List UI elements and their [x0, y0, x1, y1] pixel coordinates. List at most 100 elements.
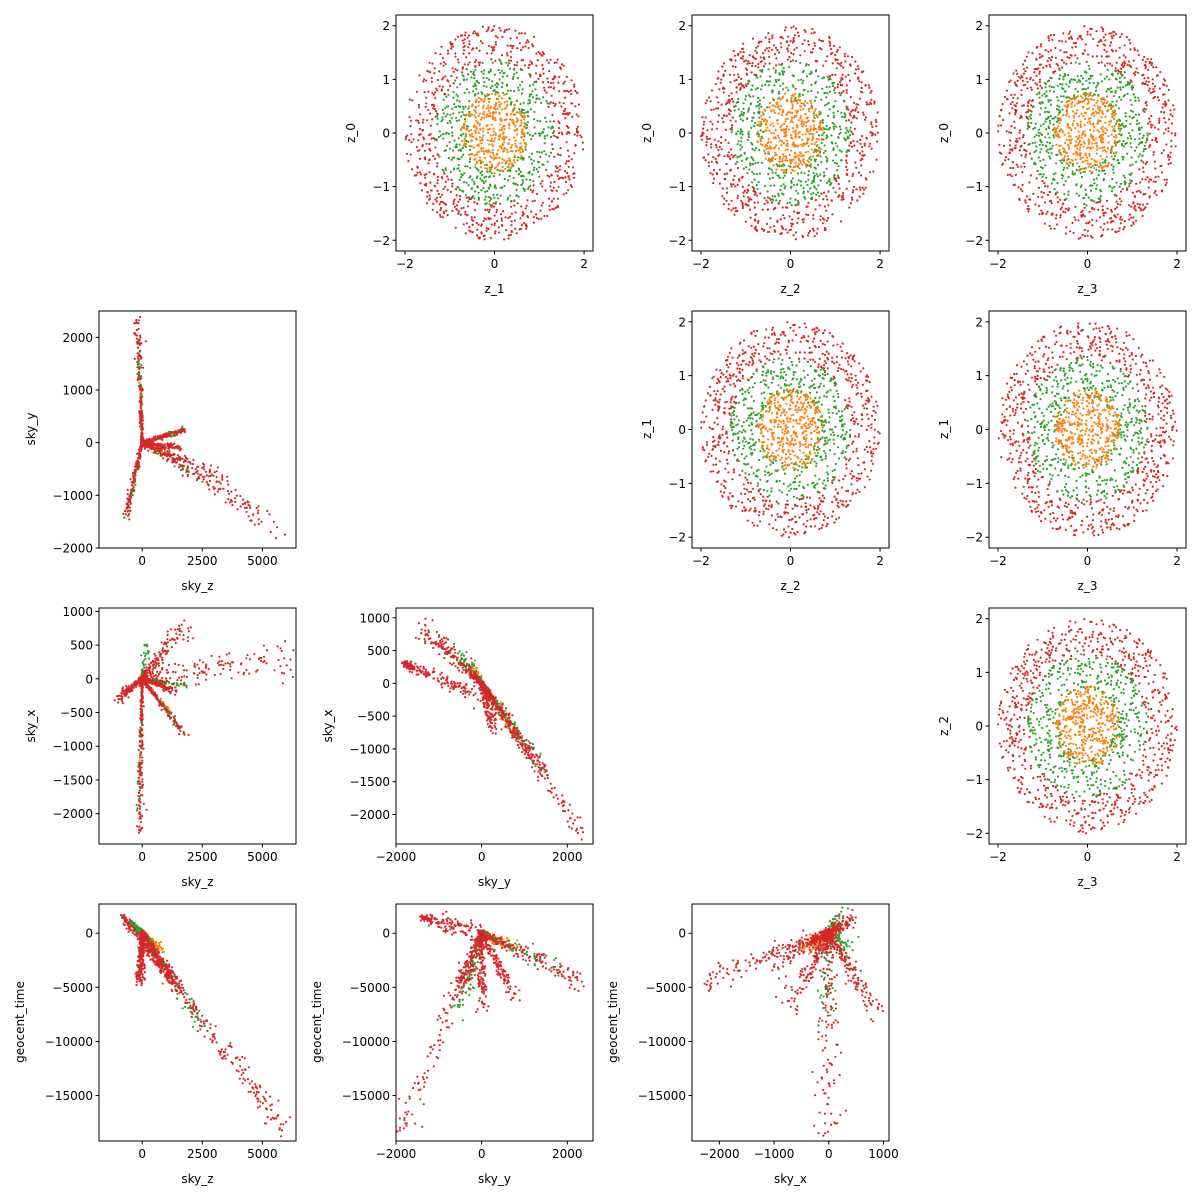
scatter-point — [1164, 121, 1167, 124]
scatter-point — [473, 82, 476, 85]
scatter-point — [505, 61, 508, 64]
scatter-point — [753, 124, 756, 128]
scatter-point — [1052, 90, 1055, 93]
scatter-point — [431, 92, 434, 95]
scatter-point — [753, 201, 756, 204]
scatter-point — [807, 213, 810, 217]
scatter-point — [862, 192, 865, 195]
scatter-point — [1076, 124, 1079, 127]
scatter-point — [1146, 202, 1149, 206]
scatter-point — [762, 96, 765, 99]
scatter-point — [1117, 159, 1120, 162]
scatter-point — [1054, 172, 1057, 175]
scatter-point — [543, 137, 546, 140]
scatter-point — [463, 139, 466, 142]
scatter-point — [458, 169, 461, 172]
scatter-point — [805, 116, 808, 119]
scatter-point — [540, 204, 543, 207]
scatter-point — [1050, 202, 1053, 205]
scatter-point — [1030, 104, 1033, 107]
scatter-point — [815, 137, 818, 140]
scatter-point — [569, 89, 573, 92]
scatter-point — [860, 81, 863, 84]
scatter-point — [516, 47, 519, 50]
scatter-point — [491, 149, 494, 152]
scatter-point — [511, 144, 514, 147]
scatter-point — [720, 148, 723, 151]
scatter-point — [865, 136, 868, 139]
scatter-point — [801, 125, 804, 128]
scatter-point — [1077, 130, 1080, 133]
scatter-point — [1058, 148, 1061, 152]
scatter-point — [825, 181, 828, 184]
scatter-point — [498, 58, 501, 61]
scatter-point — [739, 144, 742, 147]
scatter-point — [444, 185, 447, 188]
scatter-point — [438, 213, 442, 216]
scatter-point — [1148, 120, 1151, 123]
scatter-point — [868, 86, 871, 89]
scatter-point — [485, 124, 488, 128]
scatter-point — [1069, 127, 1072, 130]
scatter-point — [1054, 128, 1057, 131]
scatter-point — [717, 154, 720, 157]
scatter-point — [832, 111, 835, 114]
scatter-point — [497, 138, 501, 141]
scatter-point — [1130, 216, 1133, 219]
scatter-point — [823, 227, 826, 230]
scatter-point — [1030, 110, 1033, 113]
scatter-point — [751, 62, 754, 65]
scatter-point — [466, 214, 469, 217]
scatter-point — [1065, 51, 1068, 54]
scatter-point — [797, 203, 800, 206]
scatter-point — [451, 131, 454, 134]
scatter-point — [547, 61, 550, 64]
scatter-point — [464, 120, 467, 123]
scatter-point — [847, 137, 850, 140]
scatter-point — [1009, 139, 1012, 142]
scatter-point — [840, 76, 843, 79]
scatter-point — [840, 159, 843, 162]
scatter-point — [822, 64, 825, 67]
scatter-point — [559, 154, 562, 157]
scatter-point — [483, 69, 486, 72]
scatter-point — [848, 206, 851, 209]
scatter-point — [789, 39, 792, 43]
scatter-point — [1096, 122, 1099, 126]
scatter-point — [816, 149, 819, 152]
scatter-point — [780, 144, 783, 147]
scatter-point — [1070, 35, 1073, 38]
scatter-point — [428, 198, 431, 201]
scatter-point — [804, 132, 807, 135]
scatter-point — [840, 61, 843, 64]
scatter-point — [823, 205, 826, 208]
scatter-point — [734, 65, 737, 69]
scatter-point — [1059, 213, 1062, 217]
scatter-point — [577, 115, 580, 118]
scatter-point — [489, 97, 492, 100]
scatter-point — [710, 89, 714, 92]
scatter-point — [1056, 196, 1059, 199]
scatter-point — [1039, 102, 1042, 105]
scatter-point — [854, 68, 858, 71]
scatter-point — [769, 101, 772, 104]
scatter-point — [871, 125, 874, 128]
scatter-point — [493, 196, 496, 199]
scatter-point — [475, 160, 478, 163]
scatter-point — [1027, 102, 1030, 105]
scatter-point — [513, 73, 516, 76]
scatter-point — [1084, 170, 1087, 173]
scatter-point — [1101, 133, 1105, 136]
scatter-point — [450, 126, 453, 129]
scatter-point — [460, 134, 463, 137]
scatter-point — [826, 160, 829, 163]
scatter-point — [824, 149, 827, 153]
scatter-point — [492, 28, 495, 31]
scatter-point — [1113, 135, 1116, 138]
scatter-point — [724, 103, 728, 106]
scatter-point — [434, 110, 438, 113]
scatter-point — [1049, 49, 1052, 52]
scatter-point — [1075, 183, 1078, 186]
scatter-point — [1091, 74, 1094, 77]
scatter-point — [775, 163, 778, 166]
